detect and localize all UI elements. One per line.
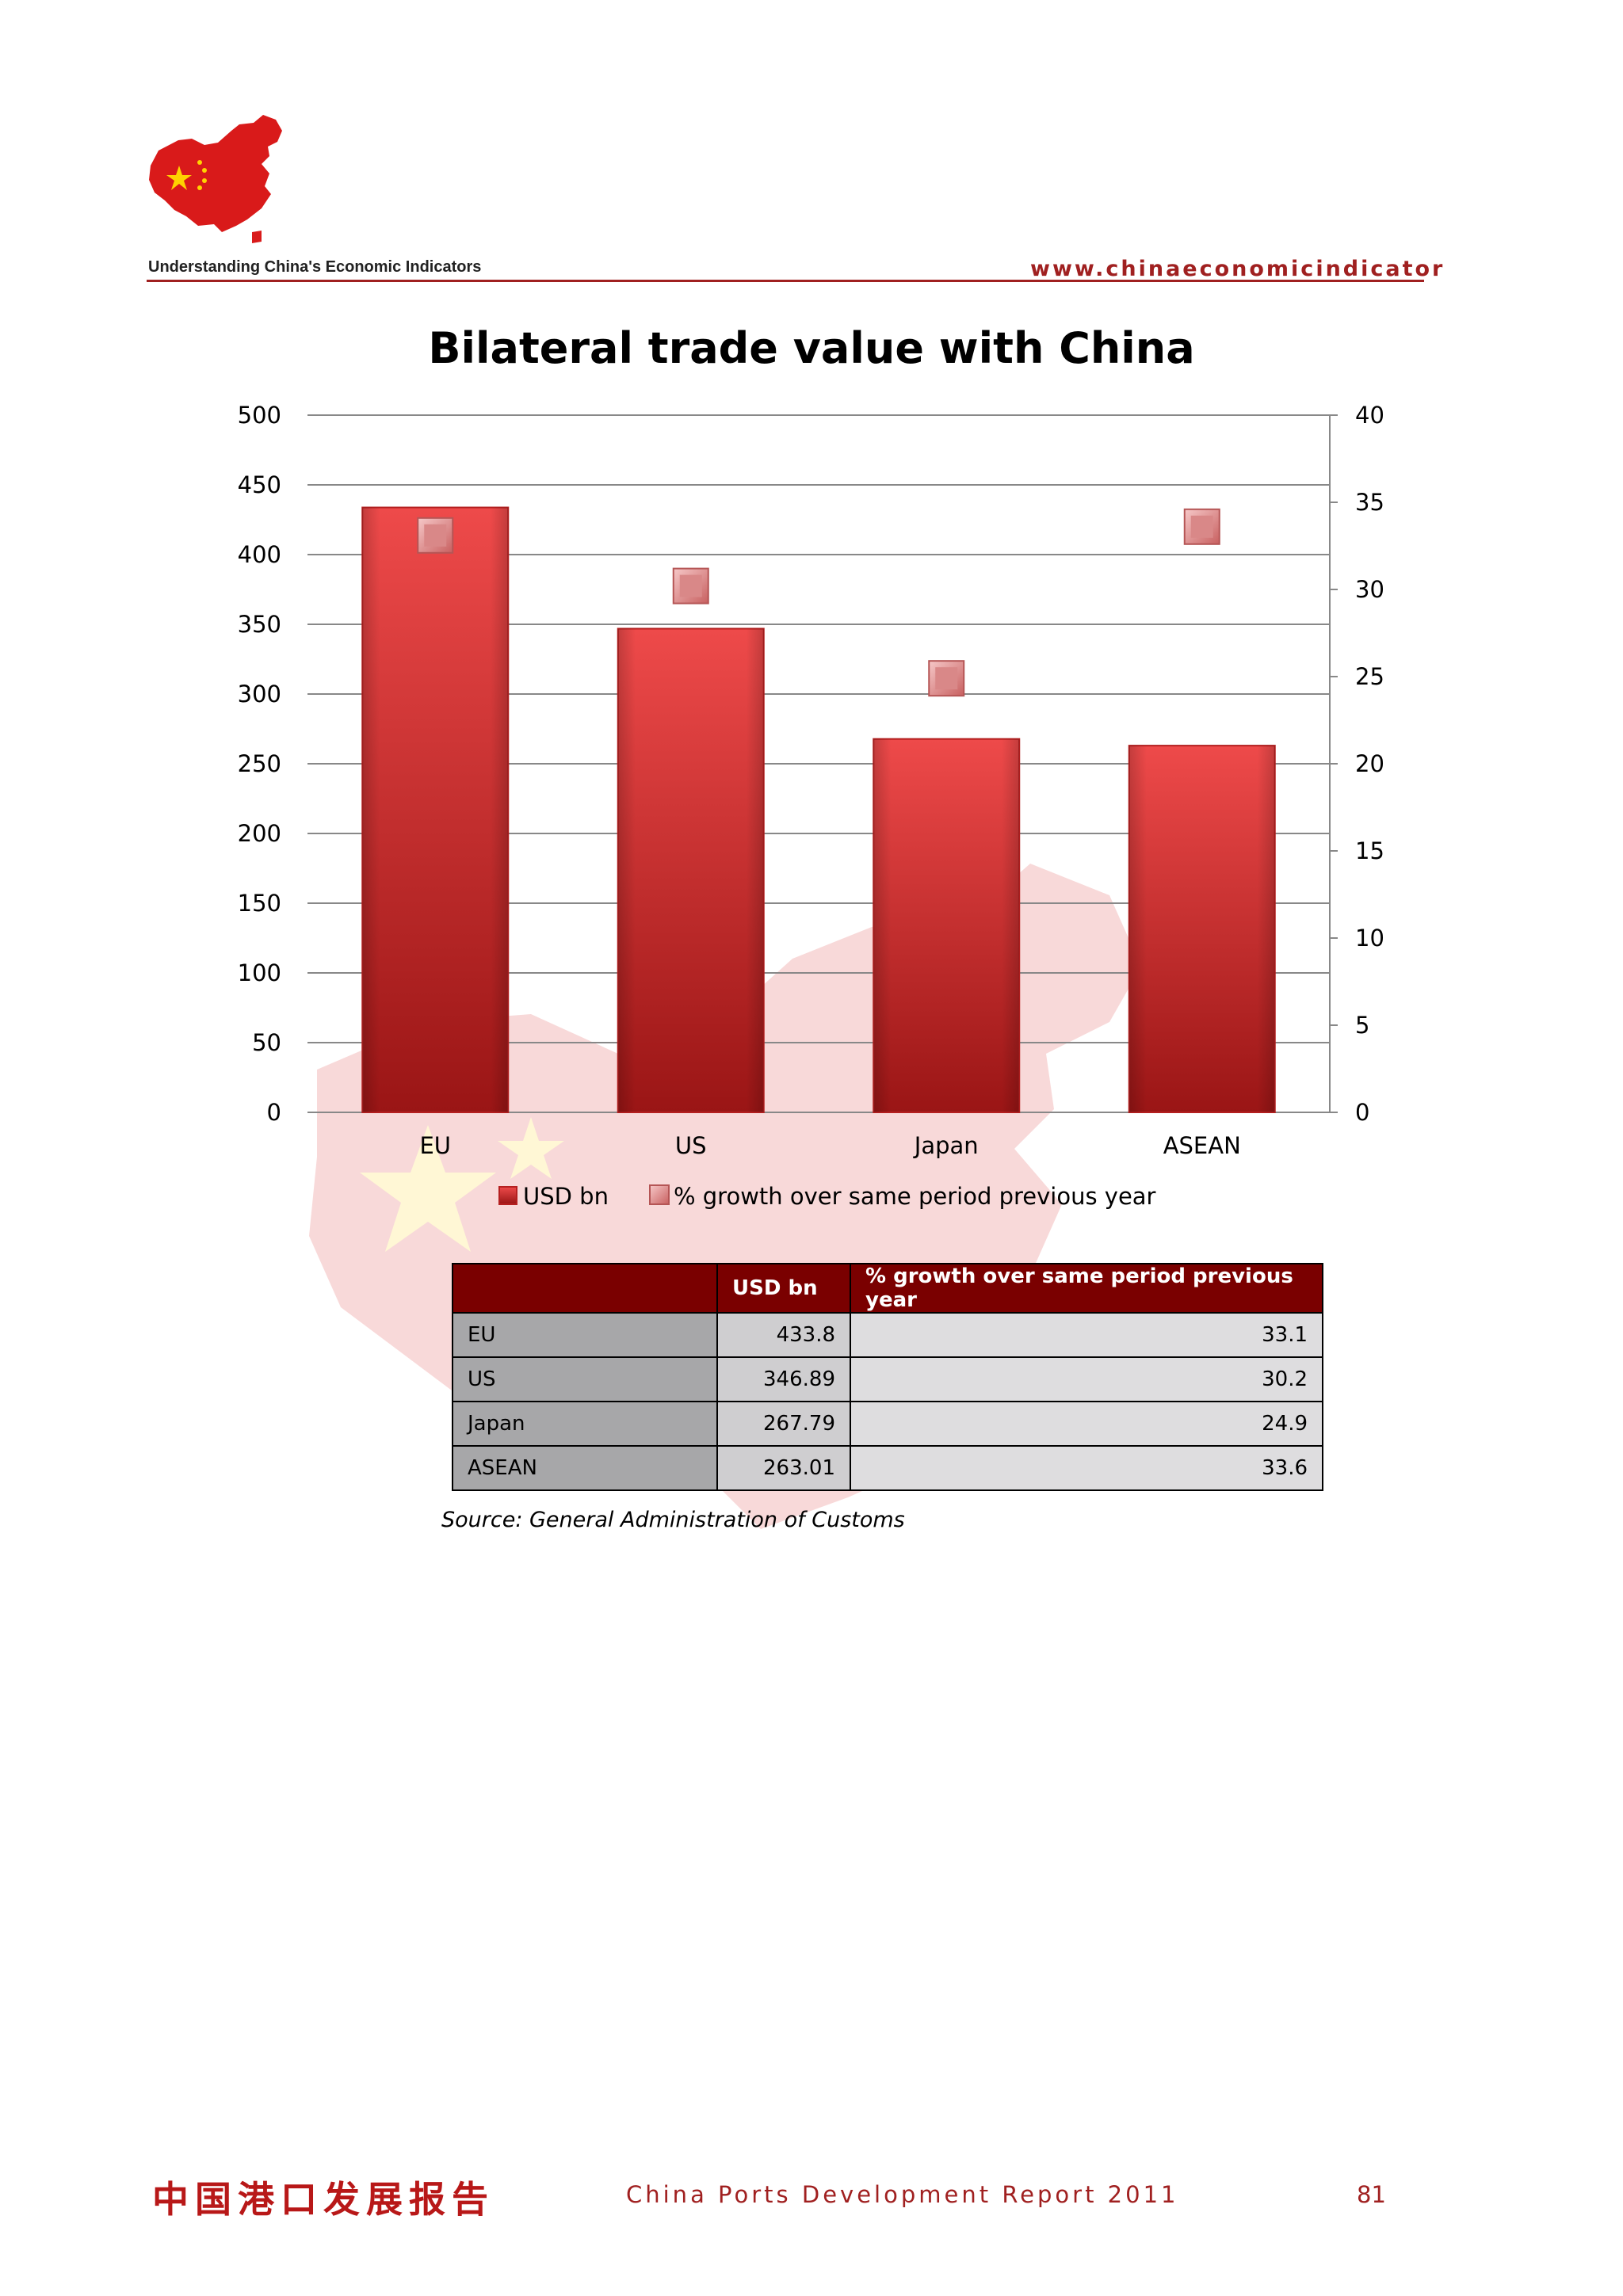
y-left-tick-label: 300 [238,681,281,707]
growth-marker-inner [1190,515,1213,538]
table-cell-usd: 346.89 [716,1356,851,1402]
growth-marker-inner [935,667,958,690]
y-left-tick-label: 450 [238,471,281,498]
bar-bevel [617,628,764,1112]
table-cell-growth: 33.6 [850,1445,1323,1491]
header-divider [147,280,1424,282]
x-category-label: ASEAN [1163,1132,1241,1159]
table-row: Japan 267.79 24.9 [452,1401,1323,1447]
x-category-label: Japan [913,1132,979,1159]
table-header-cell [452,1263,718,1314]
table-cell-usd: 267.79 [716,1401,851,1447]
y-left-tick-label: 50 [252,1029,281,1056]
y-right-tick-label: 40 [1355,402,1384,429]
y-left-tick-label: 150 [238,890,281,917]
y-left-tick-label: 500 [238,402,281,429]
header-website-link[interactable]: www.chinaeconomicindicator [1030,257,1445,281]
legend-label-usd: USD bn [523,1183,609,1210]
bar-bevel [362,507,509,1112]
legend-label-growth: % growth over same period previous year [674,1183,1156,1210]
legend-swatch-usd [498,1186,517,1205]
table-cell-growth: 30.2 [850,1356,1323,1402]
table-row-label: Japan [452,1401,718,1447]
table-header-row: USD bn % growth over same period previou… [452,1263,1323,1314]
legend-swatch-growth [649,1184,670,1205]
table-row-label: EU [452,1312,718,1358]
table-row: EU 433.8 33.1 [452,1312,1323,1358]
page-number: 81 [1357,2181,1386,2208]
table-cell-growth: 24.9 [850,1401,1323,1447]
table-cell-growth: 33.1 [850,1312,1323,1358]
y-right-tick-label: 35 [1355,489,1384,516]
header-publication-name: Understanding China's Economic Indicator… [148,258,482,276]
y-right-tick-label: 30 [1355,576,1384,603]
growth-marker-eu [417,517,454,554]
y-right-tick-label: 15 [1355,837,1384,864]
table-row: US 346.89 30.2 [452,1356,1323,1402]
table-row-label: US [452,1356,718,1402]
footer-chinese-title: 中国港口发展报告 [152,2178,495,2221]
trade-data-table: USD bn % growth over same period previou… [452,1263,1323,1491]
x-category-label: EU [419,1132,451,1159]
y-left-tick-label: 200 [238,820,281,847]
y-left-tick-label: 350 [238,611,281,638]
x-category-label: US [675,1132,707,1159]
table-cell-usd: 263.01 [716,1445,851,1491]
bar-bevel [873,738,1020,1112]
y-right-tick-label: 10 [1355,925,1384,952]
table-row-label: ASEAN [452,1445,718,1491]
table-header-cell: % growth over same period previous year [850,1263,1323,1314]
chart-title: Bilateral trade value with China [428,323,1195,373]
growth-marker-inner [679,574,702,597]
y-left-tick-label: 0 [267,1099,281,1126]
y-left-tick-label: 400 [238,541,281,568]
y-right-tick-label: 20 [1355,750,1384,777]
y-right-tick-label: 25 [1355,663,1384,690]
china-map-logo [149,115,282,243]
y-left-tick-label: 100 [238,959,281,986]
growth-marker-inner [424,524,447,547]
y-right-tick-label: 5 [1355,1012,1369,1039]
bar-bevel [1128,746,1275,1112]
table-cell-usd: 433.8 [716,1312,851,1358]
y-right-tick-label: 0 [1355,1099,1369,1126]
table-row: ASEAN 263.01 33.6 [452,1445,1323,1491]
y-left-tick-label: 250 [238,750,281,777]
footer-report-title: China Ports Development Report 2011 [626,2181,1179,2208]
bilateral-trade-chart: 0 50 100 150 200 250 300 350 400 450 500 0 5 10 15 20 25… [238,402,1384,1210]
source-note: Source: General Administration of Custom… [441,1508,905,1532]
table-header-cell: USD bn [716,1263,851,1314]
